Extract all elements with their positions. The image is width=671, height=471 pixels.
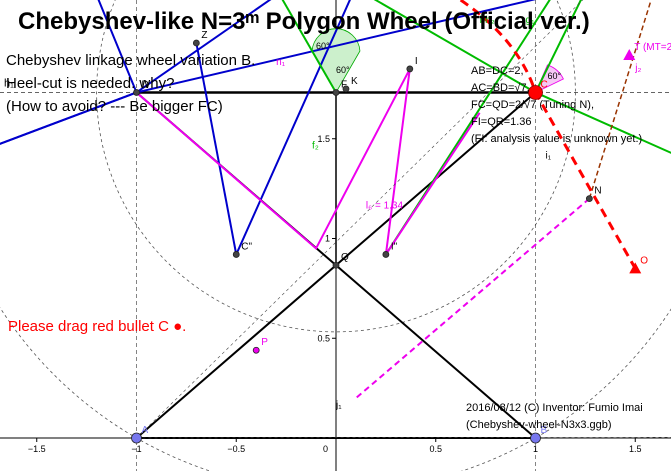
angle-label: 60° <box>316 41 330 51</box>
line-label-f2: f₂ <box>312 141 319 152</box>
angle-label: 60° <box>336 65 350 75</box>
label-F: F <box>341 79 347 90</box>
label-C-double-prime: C" <box>241 241 252 252</box>
point-B[interactable] <box>530 432 541 444</box>
line-label-l6: l₆ = 1.34 <box>366 201 404 212</box>
point-N[interactable] <box>585 195 593 203</box>
point-I-double-prime[interactable] <box>382 251 390 258</box>
green-link-c-top[interactable] <box>534 0 671 93</box>
point-K[interactable] <box>342 85 350 93</box>
origin-label: 0 <box>323 444 328 454</box>
parameter-line-1: AB=DC=2, <box>471 65 524 77</box>
line-label-i1: i₁ <box>545 151 551 162</box>
point-Q[interactable] <box>332 261 340 269</box>
line-label-h1: h₁ <box>4 77 14 89</box>
label-I-double-prime: I" <box>391 241 398 252</box>
green-link-f[interactable] <box>236 0 337 93</box>
label-N: N <box>594 186 601 197</box>
label-T: T (MT=2/√7) <box>634 41 671 53</box>
line-label-n1: n₁ <box>276 57 286 68</box>
y-tick-label: 1 <box>325 234 330 244</box>
y-tick-label: 0.5 <box>317 333 330 343</box>
credit-line-1: 2016/08/12 (C) Inventor: Fumio Imai <box>466 402 643 414</box>
magenta-dashed-link[interactable] <box>355 197 591 399</box>
label-D: D <box>142 79 149 90</box>
label-P: P <box>261 337 268 348</box>
line-label-j2: j₂ <box>634 63 641 74</box>
label-O: O <box>640 255 648 266</box>
drag-instruction: Please drag red bullet C ●. <box>8 318 187 335</box>
point-D[interactable] <box>133 89 140 96</box>
point-A[interactable] <box>131 432 142 444</box>
label-Q: Q <box>341 252 349 263</box>
point-I[interactable] <box>406 65 414 73</box>
parameter-line-3: FC=QD=2/√7 (Tuning N), <box>471 99 595 111</box>
point-T[interactable] <box>623 48 636 60</box>
label-K: K <box>351 76 358 87</box>
label-B: B <box>541 425 548 436</box>
red-trajectory <box>457 0 637 270</box>
helper-line-i1 <box>136 0 584 439</box>
parameter-line-2: AC=BD=√7, <box>471 82 530 94</box>
magenta-linkage[interactable] <box>135 68 481 256</box>
brown-dashed-link[interactable] <box>588 0 671 199</box>
parameter-line-5: (FI: analysis value is unknown yet.) <box>471 133 643 145</box>
x-tick-label: −1 <box>131 444 141 454</box>
point-C[interactable] <box>528 85 543 100</box>
blue-link-cdprime-z[interactable] <box>195 42 238 255</box>
x-tick-label: −1.5 <box>28 444 46 454</box>
x-tick-label: −0.5 <box>227 444 245 454</box>
label-A: A <box>142 425 149 436</box>
x-tick-label: 1 <box>533 444 538 454</box>
line-label-b: bh₂ <box>480 15 495 26</box>
blue-linkage-arm[interactable] <box>0 0 536 155</box>
parameter-line-4: FI=QR=1.36 <box>471 116 532 128</box>
y-tick-label: 1.5 <box>317 134 330 144</box>
x-tick-label: 1.5 <box>629 444 642 454</box>
description-line-1: Chebyshev linkage wheel variation B. <box>6 52 256 69</box>
description-line-2: Heel-cut is needed. why? <box>6 75 175 92</box>
point-C-double-prime[interactable] <box>232 251 240 258</box>
blue-link-d-cprime[interactable] <box>135 0 386 94</box>
label-Z: Z <box>201 30 207 41</box>
point-O[interactable] <box>629 262 642 274</box>
point-P[interactable] <box>252 346 260 354</box>
green-linkage[interactable] <box>236 0 671 256</box>
point-F[interactable] <box>332 89 340 96</box>
label-C: C <box>541 79 548 90</box>
point-Z[interactable] <box>192 39 200 47</box>
line-label-j1: j₁ <box>335 400 342 411</box>
blue-link-dprime-d[interactable] <box>0 91 137 154</box>
label-I: I <box>415 56 418 67</box>
blue-link-cprime-cdprime[interactable] <box>235 0 386 255</box>
page-title: Chebyshev-like N=3ᵐ Polygon Wheel (Offic… <box>18 8 590 35</box>
angle-sector-c <box>534 64 564 94</box>
angle-label: 60° <box>547 71 561 81</box>
description-line-3: (How to avoid? --- Be bigger FC) <box>6 98 223 115</box>
x-tick-label: 0.5 <box>429 444 442 454</box>
credit-line-2: (Chebyshev-wheel-N3x3.ggb) <box>466 419 612 431</box>
line-label-g1: g₁ <box>526 15 536 26</box>
helper-line-j1 <box>136 437 671 439</box>
